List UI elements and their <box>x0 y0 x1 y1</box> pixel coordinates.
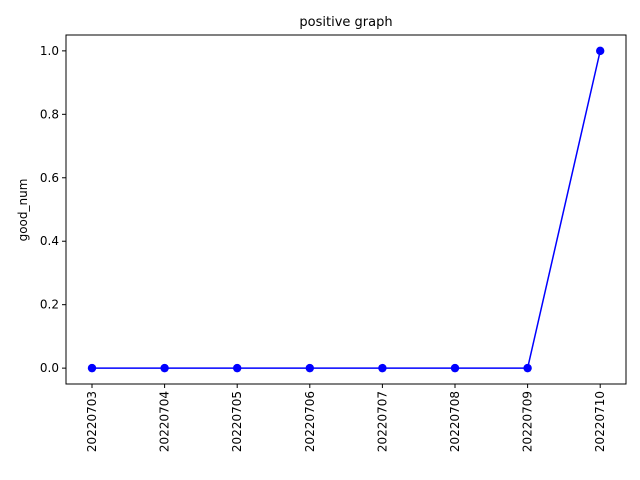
x-tick-label: 20220706 <box>303 391 317 452</box>
y-tick-label: 0.8 <box>40 107 59 121</box>
x-tick-label: 20220708 <box>448 391 462 452</box>
x-tick-label: 20220703 <box>85 391 99 452</box>
x-tick-label: 20220704 <box>158 391 172 452</box>
y-tick-label: 0.4 <box>40 234 59 248</box>
x-tick-label: 20220705 <box>230 391 244 452</box>
y-axis-label: good_num <box>16 179 30 242</box>
x-tick-label: 20220709 <box>521 391 535 452</box>
data-point <box>233 363 242 373</box>
y-tick-label: 0.2 <box>40 298 59 312</box>
data-point <box>378 363 387 373</box>
data-point <box>87 363 97 373</box>
data-point <box>596 46 605 56</box>
x-tick-label: 20220710 <box>593 391 607 452</box>
y-tick-label: 0.0 <box>40 361 59 375</box>
y-tick-label: 1.0 <box>40 44 59 58</box>
x-tick-label: 20220707 <box>375 391 389 452</box>
data-point <box>450 363 460 373</box>
plot-frame <box>65 34 627 385</box>
data-point <box>523 363 532 373</box>
y-tick-label: 0.6 <box>40 171 59 185</box>
series-layer <box>87 46 605 373</box>
chart-title: positive graph <box>299 15 392 30</box>
data-point <box>305 363 314 373</box>
data-point <box>160 363 169 373</box>
ticks-layer: 0.0 0.2 0.4 0.6 0.8 1.0 20220703 20220704 202207… <box>40 44 607 452</box>
series-line <box>92 50 601 369</box>
